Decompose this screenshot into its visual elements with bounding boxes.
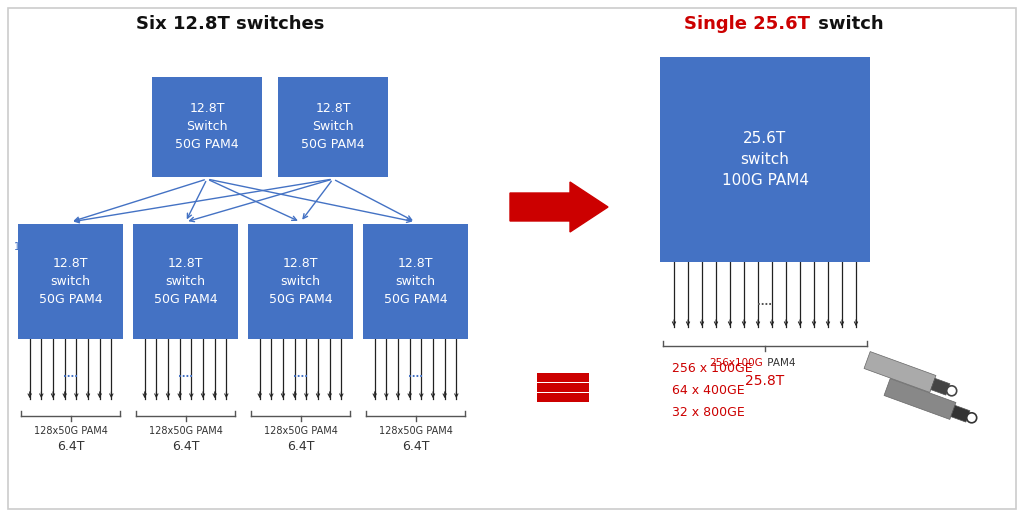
Text: 12.8T
switch
50G PAM4: 12.8T switch 50G PAM4	[268, 257, 333, 306]
Text: 32 x 800GE: 32 x 800GE	[672, 406, 744, 419]
Text: 128x50G PAM4: 128x50G PAM4	[34, 426, 108, 436]
Text: 64 x 400GE: 64 x 400GE	[672, 385, 744, 398]
Polygon shape	[864, 352, 936, 392]
Circle shape	[946, 386, 956, 396]
Polygon shape	[510, 182, 608, 232]
Text: 6.4T: 6.4T	[287, 440, 314, 453]
FancyBboxPatch shape	[278, 77, 388, 177]
Polygon shape	[931, 378, 950, 395]
Text: 12.8T
switch
50G PAM4: 12.8T switch 50G PAM4	[384, 257, 447, 306]
Text: ....: ....	[178, 369, 193, 379]
Text: 12.8T
switch
50G PAM4: 12.8T switch 50G PAM4	[154, 257, 217, 306]
Text: Six 12.8T switches: Six 12.8T switches	[136, 15, 325, 33]
Text: 12.8T
Switch
50G PAM4: 12.8T Switch 50G PAM4	[175, 102, 239, 151]
Text: 25.8T: 25.8T	[745, 374, 784, 388]
Text: switch: switch	[812, 15, 884, 33]
Text: ....: ....	[293, 369, 308, 379]
FancyBboxPatch shape	[537, 383, 589, 391]
Text: 128x50G PAM4: 128x50G PAM4	[14, 242, 88, 252]
Text: ....: ....	[408, 369, 423, 379]
FancyBboxPatch shape	[133, 224, 238, 339]
Text: 128x50G PAM4: 128x50G PAM4	[148, 426, 222, 436]
Polygon shape	[884, 378, 956, 419]
Text: 6.4T: 6.4T	[172, 440, 200, 453]
Text: Single 25.6T: Single 25.6T	[684, 15, 810, 33]
Text: 128x50G PAM4: 128x50G PAM4	[263, 426, 338, 436]
FancyBboxPatch shape	[8, 8, 1016, 509]
Text: 6.4T: 6.4T	[56, 440, 84, 453]
Text: 12.8T
switch
50G PAM4: 12.8T switch 50G PAM4	[39, 257, 102, 306]
Text: ....: ....	[63, 369, 78, 379]
FancyBboxPatch shape	[248, 224, 353, 339]
FancyBboxPatch shape	[660, 57, 870, 262]
Text: 6.4T: 6.4T	[401, 440, 429, 453]
Text: 256x100G: 256x100G	[710, 358, 763, 368]
FancyBboxPatch shape	[537, 373, 589, 382]
FancyBboxPatch shape	[152, 77, 262, 177]
FancyBboxPatch shape	[362, 224, 468, 339]
Polygon shape	[951, 405, 970, 422]
Text: 12.8T
Switch
50G PAM4: 12.8T Switch 50G PAM4	[301, 102, 365, 151]
Text: 128x50G PAM4: 128x50G PAM4	[379, 426, 453, 436]
FancyBboxPatch shape	[537, 392, 589, 402]
Text: PAM4: PAM4	[764, 358, 796, 368]
Text: 256 x 100GE: 256 x 100GE	[672, 362, 753, 375]
Text: 25.6T
switch
100G PAM4: 25.6T switch 100G PAM4	[722, 131, 809, 188]
Text: ....: ....	[758, 297, 772, 307]
FancyBboxPatch shape	[18, 224, 123, 339]
Circle shape	[967, 413, 977, 423]
